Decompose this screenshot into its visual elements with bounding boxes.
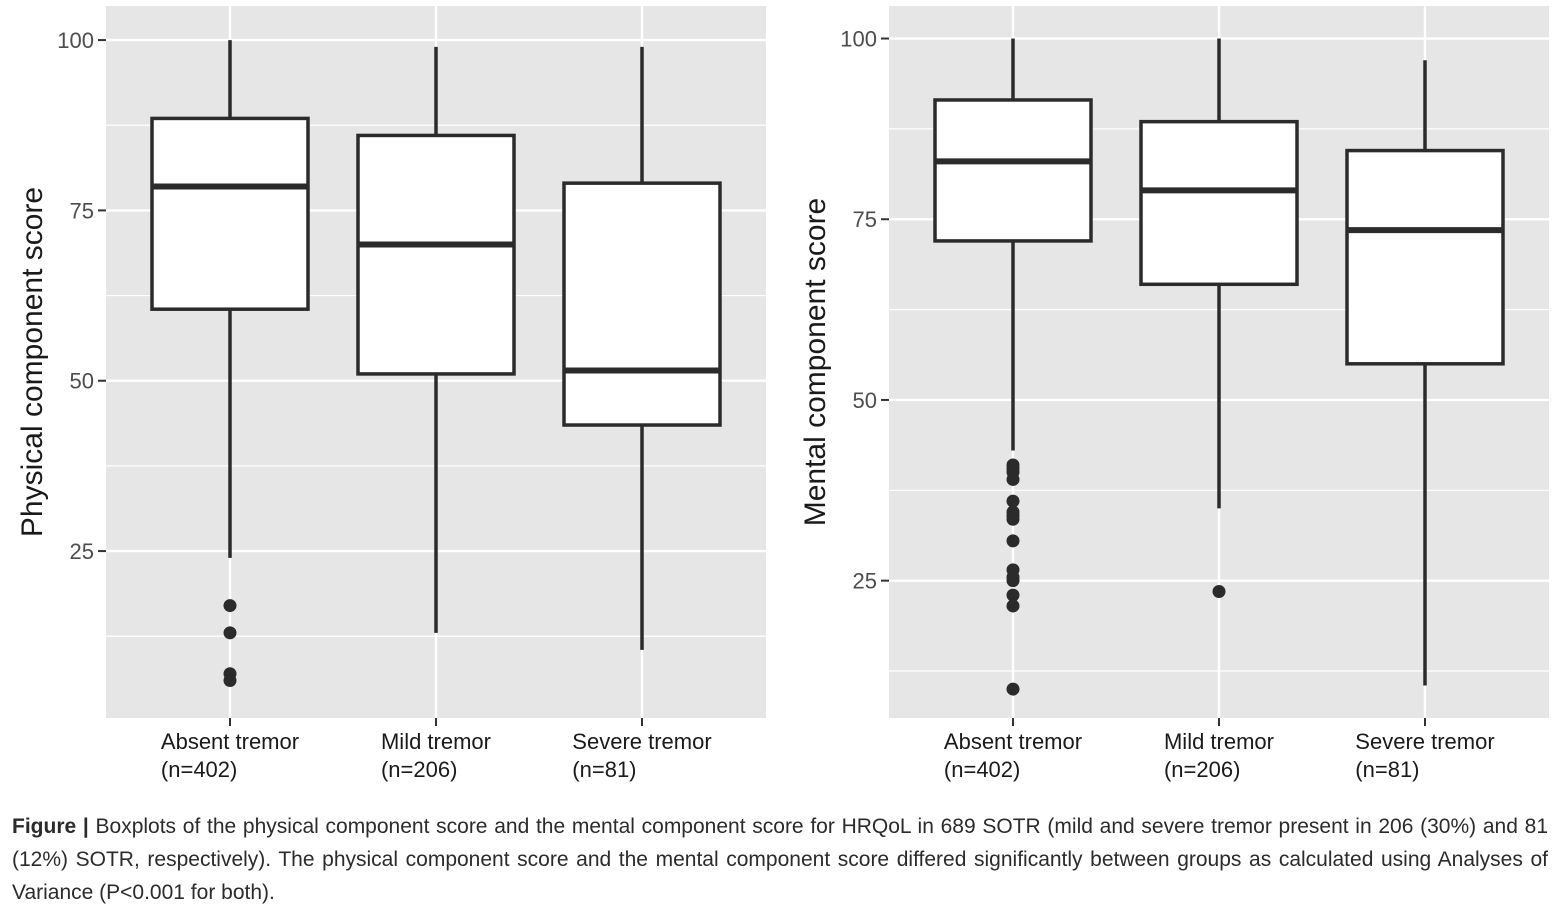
box-severe-tremor [1345,60,1505,686]
iqr-box [933,98,1093,243]
boxplot-figure: 25 50 75 100 Physical component score Absent … [16,6,1549,782]
box-absent-tremor [150,40,310,688]
x-tick-label: Severe tremor [1355,729,1494,754]
x-tick-label: Absent tremor [161,729,299,754]
iqr-box [1345,148,1505,366]
outlier-point [223,674,237,688]
x-tick-label: Absent tremor [944,729,1082,754]
x-sample-size-label: (n=206) [1164,757,1240,782]
iqr-box [356,133,516,376]
panel-1: 25 50 75 100 Physical component score Absent … [16,6,766,782]
y-tick-label: 50 [70,369,94,394]
caption-label: Figure | [12,815,89,838]
y-tick-label: 75 [853,207,877,232]
outlier-point [1006,588,1020,602]
box-mild-tremor [1139,38,1299,599]
x-sample-size-label: (n=81) [1355,757,1419,782]
outlier-point [1006,512,1020,526]
outlier-point [1006,494,1020,508]
y-tick-label: 25 [853,569,877,594]
iqr-box [150,116,310,311]
x-sample-size-label: (n=402) [944,757,1020,782]
outlier-point [1006,574,1020,588]
figure-caption: Figure | Boxplots of the physical compon… [12,810,1548,909]
y-tick-label: 25 [70,539,94,564]
x-tick-label: Mild tremor [381,729,491,754]
box-absent-tremor [933,38,1093,696]
y-tick-label: 100 [840,27,877,52]
outlier-point [1006,472,1020,486]
outlier-point [1006,534,1020,548]
outlier-point [1212,585,1226,599]
x-sample-size-label: (n=206) [381,757,457,782]
x-sample-size-label: (n=81) [572,757,636,782]
iqr-box [1139,119,1299,287]
outlier-point [1006,599,1020,613]
outlier-point [1006,682,1020,696]
x-tick-label: Severe tremor [572,729,711,754]
box-severe-tremor [562,46,722,650]
caption-text: Boxplots of the physical component score… [12,815,1548,904]
outlier-point [223,626,237,640]
outlier-point [223,599,237,613]
x-sample-size-label: (n=402) [161,757,237,782]
panel-2: 25 50 75 100 Mental component score Absent tr… [799,6,1549,782]
iqr-box [562,181,722,427]
box-mild-tremor [356,46,516,633]
y-axis-label: Mental component score [799,198,832,527]
y-axis-label: Physical component score [16,187,49,537]
y-tick-label: 100 [57,28,94,53]
y-tick-label: 50 [853,388,877,413]
y-tick-label: 75 [70,198,94,223]
x-tick-label: Mild tremor [1164,729,1274,754]
